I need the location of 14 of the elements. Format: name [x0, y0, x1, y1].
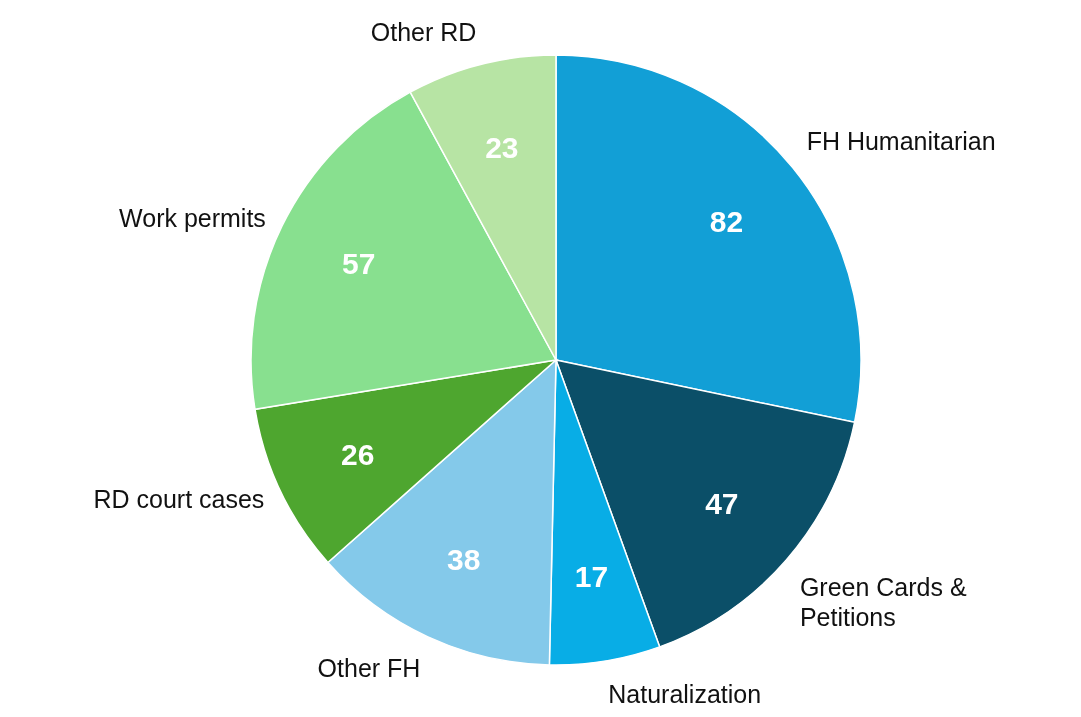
data-label: 26 [341, 437, 375, 471]
data-label: 57 [342, 247, 376, 280]
slice-label: Other RD [370, 17, 477, 46]
data-label: 47 [705, 487, 739, 521]
slice-label: Green Cards & Petitions [799, 572, 967, 631]
data-label: 82 [709, 204, 744, 238]
slice-label: RD court cases [93, 484, 265, 513]
data-label: 17 [574, 560, 609, 594]
slice-label: FH Humanitarian [806, 127, 996, 156]
data-label: 23 [485, 130, 519, 164]
slice-label: Naturalization [608, 679, 762, 708]
slice-label: Work permits [119, 204, 266, 233]
data-label: 38 [447, 542, 481, 576]
slice-label: Other FH [317, 654, 421, 683]
